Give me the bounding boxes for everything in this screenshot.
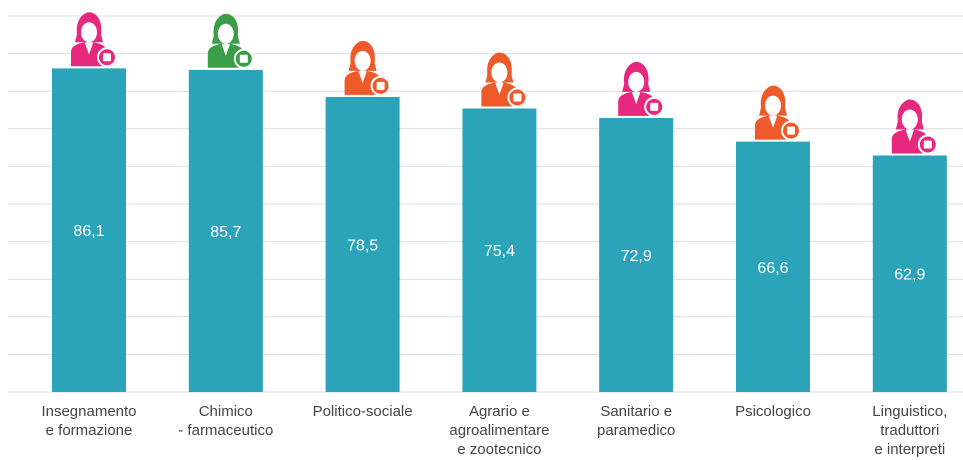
x-tick-label-line: - farmaceutico <box>178 422 273 439</box>
x-tick-label: Politico-sociale <box>313 403 413 420</box>
woman-icon <box>618 62 663 116</box>
x-tick-label: Sanitario e paramedico <box>597 403 675 439</box>
value-label: 72,9 <box>621 248 652 265</box>
x-tick-label-line: e zootecnico <box>457 441 541 458</box>
icon-badge-symbol <box>787 127 795 135</box>
icon-face <box>355 51 371 71</box>
value-label: 85,7 <box>210 224 241 241</box>
icon-face <box>765 96 781 116</box>
x-tick-label-line: Agrario e <box>469 403 530 420</box>
bar-cap <box>462 106 536 108</box>
bar-cap <box>736 140 810 142</box>
icon-face <box>902 109 918 129</box>
x-tick-label-line: Psicologico <box>735 403 811 420</box>
icon-badge-symbol <box>377 82 385 90</box>
icon-face <box>218 24 234 44</box>
icon-face <box>628 72 644 92</box>
x-tick-label-line: Sanitario e <box>600 403 672 420</box>
bar-cap <box>52 66 126 68</box>
x-tick-label-line: Insegnamento <box>41 403 136 420</box>
woman-icon <box>345 41 390 95</box>
value-label: 66,6 <box>757 260 788 277</box>
woman-icon <box>755 86 800 140</box>
x-tick-label-line: e formazione <box>46 422 133 439</box>
woman-icon <box>208 14 253 68</box>
icon-badge-symbol <box>650 103 658 111</box>
bar-cap <box>326 95 400 97</box>
value-label: 62,9 <box>894 267 925 284</box>
x-tick-label-line: traduttori <box>880 422 939 439</box>
icon-badge-symbol <box>924 140 932 148</box>
bar-cap <box>189 68 263 70</box>
woman-icon <box>892 99 937 153</box>
x-tick-label: Insegnamento e formazione <box>41 403 136 439</box>
x-tick-label: Agrario e agroalimentare e zootecnico <box>449 403 549 458</box>
woman-icon <box>71 12 116 66</box>
chart: 86,1 Insegnamento e formazione 85,7 Chimico -… <box>0 0 963 460</box>
value-label: 86,1 <box>73 223 104 240</box>
icon-badge-symbol <box>240 55 248 63</box>
x-tick-label: Linguistico, traduttori e interpreti <box>872 403 947 458</box>
value-label: 78,5 <box>347 237 378 254</box>
x-tick-label: Chimico - farmaceutico <box>178 403 273 439</box>
x-tick-label-line: Linguistico, <box>872 403 947 420</box>
x-tick-label-line: paramedico <box>597 422 675 439</box>
icon-face <box>491 62 507 82</box>
icon-face <box>81 22 97 42</box>
icon-badge-symbol <box>103 53 111 61</box>
bar-cap <box>873 153 947 155</box>
x-tick-label-line: Politico-sociale <box>313 403 413 420</box>
woman-icon <box>481 52 526 106</box>
value-label: 75,4 <box>484 243 515 260</box>
x-tick-label-line: Chimico <box>199 403 253 420</box>
bar-cap <box>599 116 673 118</box>
x-tick-label: Psicologico <box>735 403 811 420</box>
icon-badge-symbol <box>513 93 521 101</box>
x-tick-label-line: e interpreti <box>874 441 945 458</box>
x-tick-label-line: agroalimentare <box>449 422 549 439</box>
